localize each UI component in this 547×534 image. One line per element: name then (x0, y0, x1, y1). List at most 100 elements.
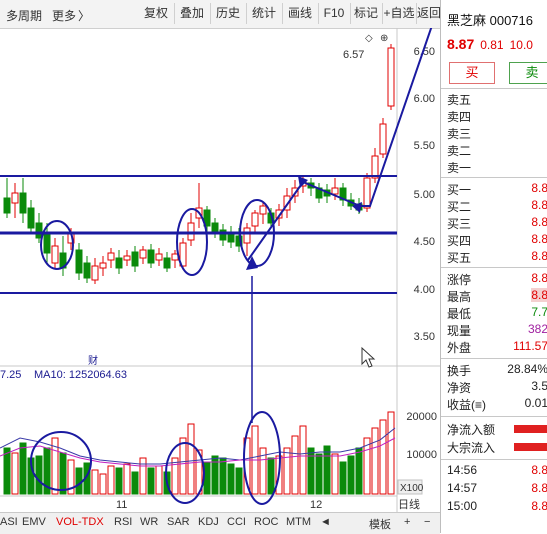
tick-row: 14:56 8.8 (447, 462, 547, 480)
candle-body (219, 229, 227, 241)
tab-cci[interactable]: CCI (227, 516, 246, 528)
stat-value: 28.84% (507, 362, 547, 376)
sell-button[interactable]: 卖 (509, 62, 547, 84)
tick-time: 14:57 (447, 481, 478, 495)
volume-bar (35, 455, 43, 495)
buy-button[interactable]: 买 (449, 62, 495, 84)
daily-period-label[interactable]: 日线 (398, 497, 420, 511)
stat-row: 最高 8.8 (447, 287, 547, 305)
flow-bar (514, 425, 547, 433)
kline-chart-area[interactable]: 6.50 6.00 5.50 5.00 4.50 4.00 3.50 6.57 … (0, 7, 440, 512)
finance-badge[interactable]: 财 (88, 354, 98, 367)
stat-value: 111.57 (513, 339, 547, 353)
tick-row: 15:00 8.8 (447, 498, 547, 516)
stat-row: 净资 3.5 (447, 378, 547, 396)
kline-chart-svg: 6.50 6.00 5.50 5.00 4.50 4.00 3.50 6.57 … (0, 7, 440, 512)
tab-rsi[interactable]: RSI (114, 516, 133, 528)
bid-price: 8.8 (531, 198, 547, 212)
candle-body (123, 255, 131, 261)
candle-body (251, 212, 259, 227)
tab-sar[interactable]: SAR (167, 516, 190, 528)
price-tick: 5.50 (414, 140, 435, 152)
toolbar-button-draw[interactable]: 画线 (282, 3, 319, 24)
volume-bar (235, 467, 243, 495)
candle-body (139, 249, 147, 259)
price-tick: 6.00 (414, 93, 435, 105)
toolbar-button-back[interactable]: 返回 (416, 6, 441, 20)
price-tick: 4.50 (414, 236, 435, 248)
circle-annotation (243, 411, 281, 505)
toolbar-button-overlay[interactable]: 叠加 (174, 3, 211, 24)
stat-value: 3.5 (531, 379, 547, 393)
ask-row: 卖一 (447, 158, 547, 176)
volume-bar (123, 463, 131, 495)
ask-row: 卖二 (447, 141, 547, 159)
ask-label: 卖五 (447, 93, 472, 107)
flow-label: 净流入额 (447, 423, 496, 437)
add-indicator-button[interactable]: + (404, 516, 411, 528)
toolbar-button-adjust[interactable]: 复权 (138, 3, 175, 24)
volume-bar (107, 465, 115, 495)
bid-label: 买一 (447, 183, 472, 197)
arrowhead-icon (298, 176, 308, 188)
stat-row: 现量 382 (447, 321, 547, 339)
candle-body (363, 177, 371, 209)
tab-wr[interactable]: WR (140, 516, 159, 528)
remove-indicator-button[interactable]: − (424, 516, 431, 528)
volume-bar (67, 459, 75, 495)
flow-row: 大宗流入 (447, 438, 547, 456)
volume-series (3, 411, 395, 495)
bid-label: 买三 (447, 217, 472, 231)
tab-emv[interactable]: EMV (22, 516, 46, 528)
candle-body (379, 123, 387, 155)
quote-panel: 黑芝麻 000716 8.87 0.81 10.0 买 卖 卖五 卖四 卖三 卖二 … (440, 0, 547, 533)
template-button[interactable]: 模板 (369, 519, 391, 531)
tab-roc[interactable]: ROC (254, 516, 279, 528)
stat-value: 8.8 (531, 271, 547, 285)
toolbar-button-history[interactable]: 历史 (210, 3, 247, 24)
volume-ma-line-1 (0, 427, 396, 465)
volume-bar (211, 455, 219, 495)
tab-mtm[interactable]: MTM (286, 516, 312, 528)
more-button[interactable]: 更多 (52, 9, 77, 23)
price-tick: 3.50 (414, 331, 435, 343)
volume-bar (3, 447, 11, 495)
volume-bar (139, 457, 147, 495)
toolbar-button-add-watchlist[interactable]: +自选 (382, 3, 417, 24)
stat-row: 换手 28.84% (447, 361, 547, 379)
candle-body (331, 187, 339, 195)
bid-row: 买五 8.8 (447, 248, 547, 266)
stat-value: 8.8 (531, 288, 547, 302)
volume-bar (315, 453, 323, 495)
price-line: 8.87 0.81 10.0 (447, 36, 533, 52)
volume-bar (147, 467, 155, 495)
indicator-tabs: ASI EMV VOL-TDX RSI WR SAR KDJ CCI ROC M… (0, 512, 440, 534)
price-change: 0.81 (480, 38, 504, 52)
volume-bar (259, 447, 267, 495)
divider (441, 267, 547, 268)
volume-bar (131, 471, 139, 495)
crosshair-icon: ⊕ (380, 33, 388, 44)
toolbar-button-mark[interactable]: 标记 (350, 3, 383, 24)
stat-label: 最低 (447, 307, 472, 321)
divider (441, 177, 547, 178)
candle-body (387, 47, 395, 107)
candle-body (155, 253, 163, 261)
tab-expand-icon[interactable]: ◄ (320, 516, 331, 528)
more-chevron-icon: 〉 (78, 9, 91, 23)
toolbar-button-stats[interactable]: 统计 (246, 3, 283, 24)
price-tick: 6.50 (414, 46, 435, 58)
candle-body (11, 192, 19, 204)
toolbar-button-f10[interactable]: F10 (318, 3, 351, 24)
stock-title: 黑芝麻 000716 (447, 13, 533, 28)
candle-body (3, 197, 11, 214)
tab-kdj[interactable]: KDJ (198, 516, 219, 528)
volume-bar (75, 467, 83, 495)
candle-body (171, 253, 179, 261)
tab-vol-tdx[interactable]: VOL-TDX (56, 516, 104, 528)
divider (441, 459, 547, 460)
multi-period-button[interactable]: 多周期 (6, 9, 43, 23)
volume-unit-label: X100 (400, 483, 424, 494)
current-price: 8.87 (447, 36, 475, 52)
tab-asi[interactable]: ASI (0, 516, 18, 528)
